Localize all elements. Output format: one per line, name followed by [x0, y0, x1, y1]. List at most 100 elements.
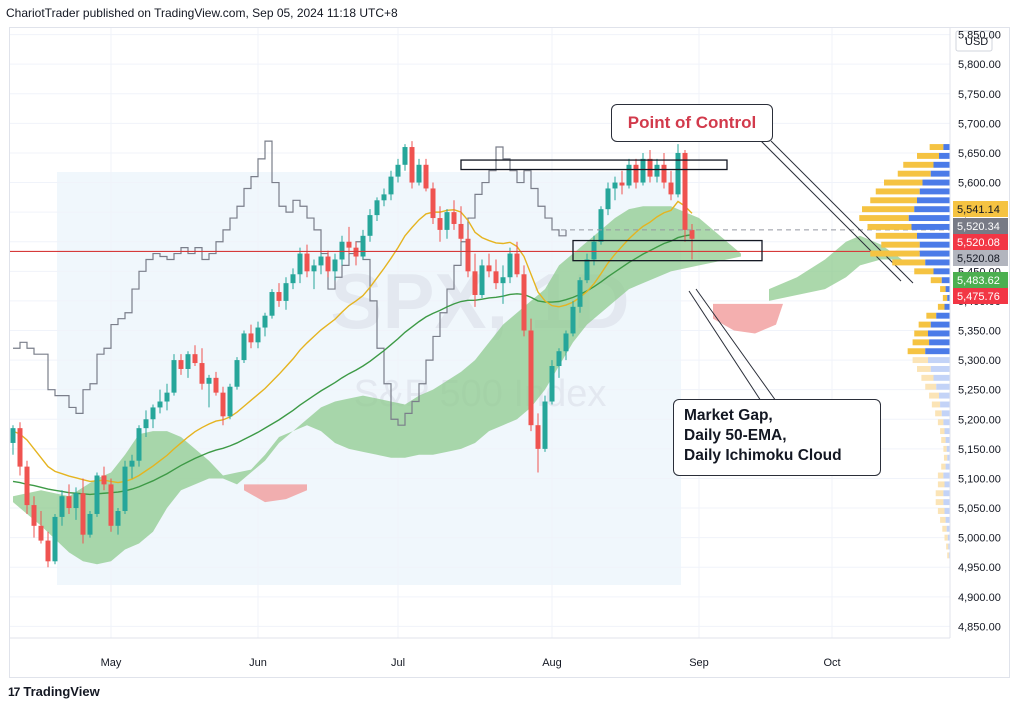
- candle-body: [248, 333, 254, 343]
- candle-body: [311, 265, 317, 272]
- candle-body: [283, 283, 289, 301]
- time-tick-label: Oct: [823, 657, 840, 669]
- volume-bar-down: [930, 366, 950, 372]
- volume-bar-up: [859, 215, 909, 222]
- candle-body: [514, 253, 520, 275]
- volume-bar-up: [940, 516, 946, 523]
- volume-bar-down: [947, 294, 950, 301]
- volume-bar-up: [943, 454, 948, 461]
- candle-body: [227, 386, 233, 417]
- volume-bar-up: [946, 543, 949, 550]
- candle-body: [612, 182, 618, 189]
- price-label-bg: [953, 234, 1008, 250]
- candle: [94, 472, 100, 517]
- volume-bar-up: [937, 508, 945, 514]
- price-label-text: 5,520.08: [957, 237, 1000, 249]
- candle: [647, 149, 653, 183]
- price-label-text: 5,541.14: [957, 204, 1000, 216]
- tradingview-brand[interactable]: TradingView: [23, 684, 100, 699]
- candle-body: [164, 392, 170, 402]
- candle-body: [570, 306, 576, 334]
- candle-body: [59, 496, 65, 517]
- candle: [388, 170, 394, 201]
- candle-body: [598, 209, 604, 242]
- price-tick-label: 5,750.00: [958, 89, 1001, 101]
- poc-pointer-line: [760, 140, 902, 282]
- volume-bar-down: [930, 321, 950, 328]
- candle: [129, 454, 135, 479]
- candle: [241, 330, 247, 364]
- candle: [486, 253, 492, 278]
- volume-bar-up: [921, 374, 934, 381]
- volume-bar-down: [945, 463, 950, 470]
- candle-body: [325, 256, 331, 272]
- candle: [318, 253, 324, 275]
- volume-bar-up: [862, 206, 915, 213]
- candle-body: [129, 460, 135, 467]
- volume-bar-up: [881, 241, 920, 248]
- candle: [654, 158, 660, 183]
- market-gap-callout: Market Gap, Daily 50-EMA, Daily Ichimoku…: [673, 399, 881, 476]
- candle-body: [171, 360, 177, 393]
- candle-body: [367, 215, 373, 236]
- volume-bar-up: [875, 188, 920, 195]
- candle: [493, 259, 499, 290]
- time-axis: May Jun Jul Aug Sep Oct: [10, 637, 950, 669]
- volume-profile: [859, 144, 950, 559]
- candle: [325, 250, 331, 278]
- volume-bar-down: [917, 197, 950, 204]
- candle-body: [633, 164, 639, 183]
- candle: [262, 312, 268, 337]
- candle-body: [521, 274, 527, 331]
- comparison-step-line: [13, 140, 567, 426]
- candle-body: [682, 152, 688, 230]
- candle-body: [437, 218, 443, 230]
- ichimoku-cloud-future-green: [769, 235, 902, 301]
- callout-line-market-gap: Market Gap,: [684, 407, 773, 424]
- candle-body: [374, 200, 380, 216]
- candle: [10, 425, 16, 455]
- volume-bar-down: [936, 383, 950, 390]
- candle-body: [626, 164, 632, 186]
- volume-bar-up: [897, 170, 931, 177]
- candle-body: [654, 164, 660, 177]
- candle: [192, 345, 198, 367]
- candle: [353, 241, 359, 266]
- candle: [598, 206, 604, 245]
- candle: [311, 259, 317, 290]
- price-label: 5,483.62: [953, 272, 1008, 288]
- volume-bar-down: [933, 161, 950, 168]
- time-tick-label: Jul: [391, 657, 405, 669]
- volume-bar-up: [931, 401, 941, 408]
- candle-body: [542, 401, 548, 449]
- poc-pointer-line-2: [770, 140, 914, 284]
- price-tick-label: 5,000.00: [958, 533, 1001, 545]
- volume-bar-down: [943, 472, 950, 479]
- candle: [59, 490, 65, 526]
- ichimoku-cloud-green: [13, 206, 741, 565]
- time-tick-label: Aug: [542, 657, 562, 669]
- chart-area[interactable]: SPX, 1DS&P 500 IndexUSD4,850.004,900.004…: [9, 27, 1010, 678]
- point-of-control-label: Point of Control: [627, 113, 757, 132]
- candle-body: [668, 182, 674, 195]
- candlestick-chart[interactable]: SPX, 1DS&P 500 IndexUSD4,850.004,900.004…: [10, 28, 1010, 678]
- candle-body: [185, 354, 191, 369]
- candle-body: [220, 392, 226, 417]
- candle-body: [465, 238, 471, 272]
- volume-bar-up: [930, 277, 942, 284]
- candle: [626, 158, 632, 189]
- candle: [430, 182, 436, 224]
- candle-body: [66, 496, 72, 509]
- volume-bar-down: [946, 445, 950, 452]
- price-label: 5,520.08: [953, 250, 1008, 266]
- candle: [66, 484, 72, 514]
- candle: [45, 531, 51, 568]
- candle-body: [143, 419, 149, 429]
- volume-bar-up: [935, 410, 942, 417]
- candle-body: [339, 241, 345, 260]
- volume-bar-down: [925, 348, 950, 355]
- price-tick-label: 5,200.00: [958, 414, 1001, 426]
- volume-bar-up: [929, 392, 939, 399]
- volume-bar-up: [935, 490, 944, 497]
- price-tick-label: 5,650.00: [958, 148, 1001, 160]
